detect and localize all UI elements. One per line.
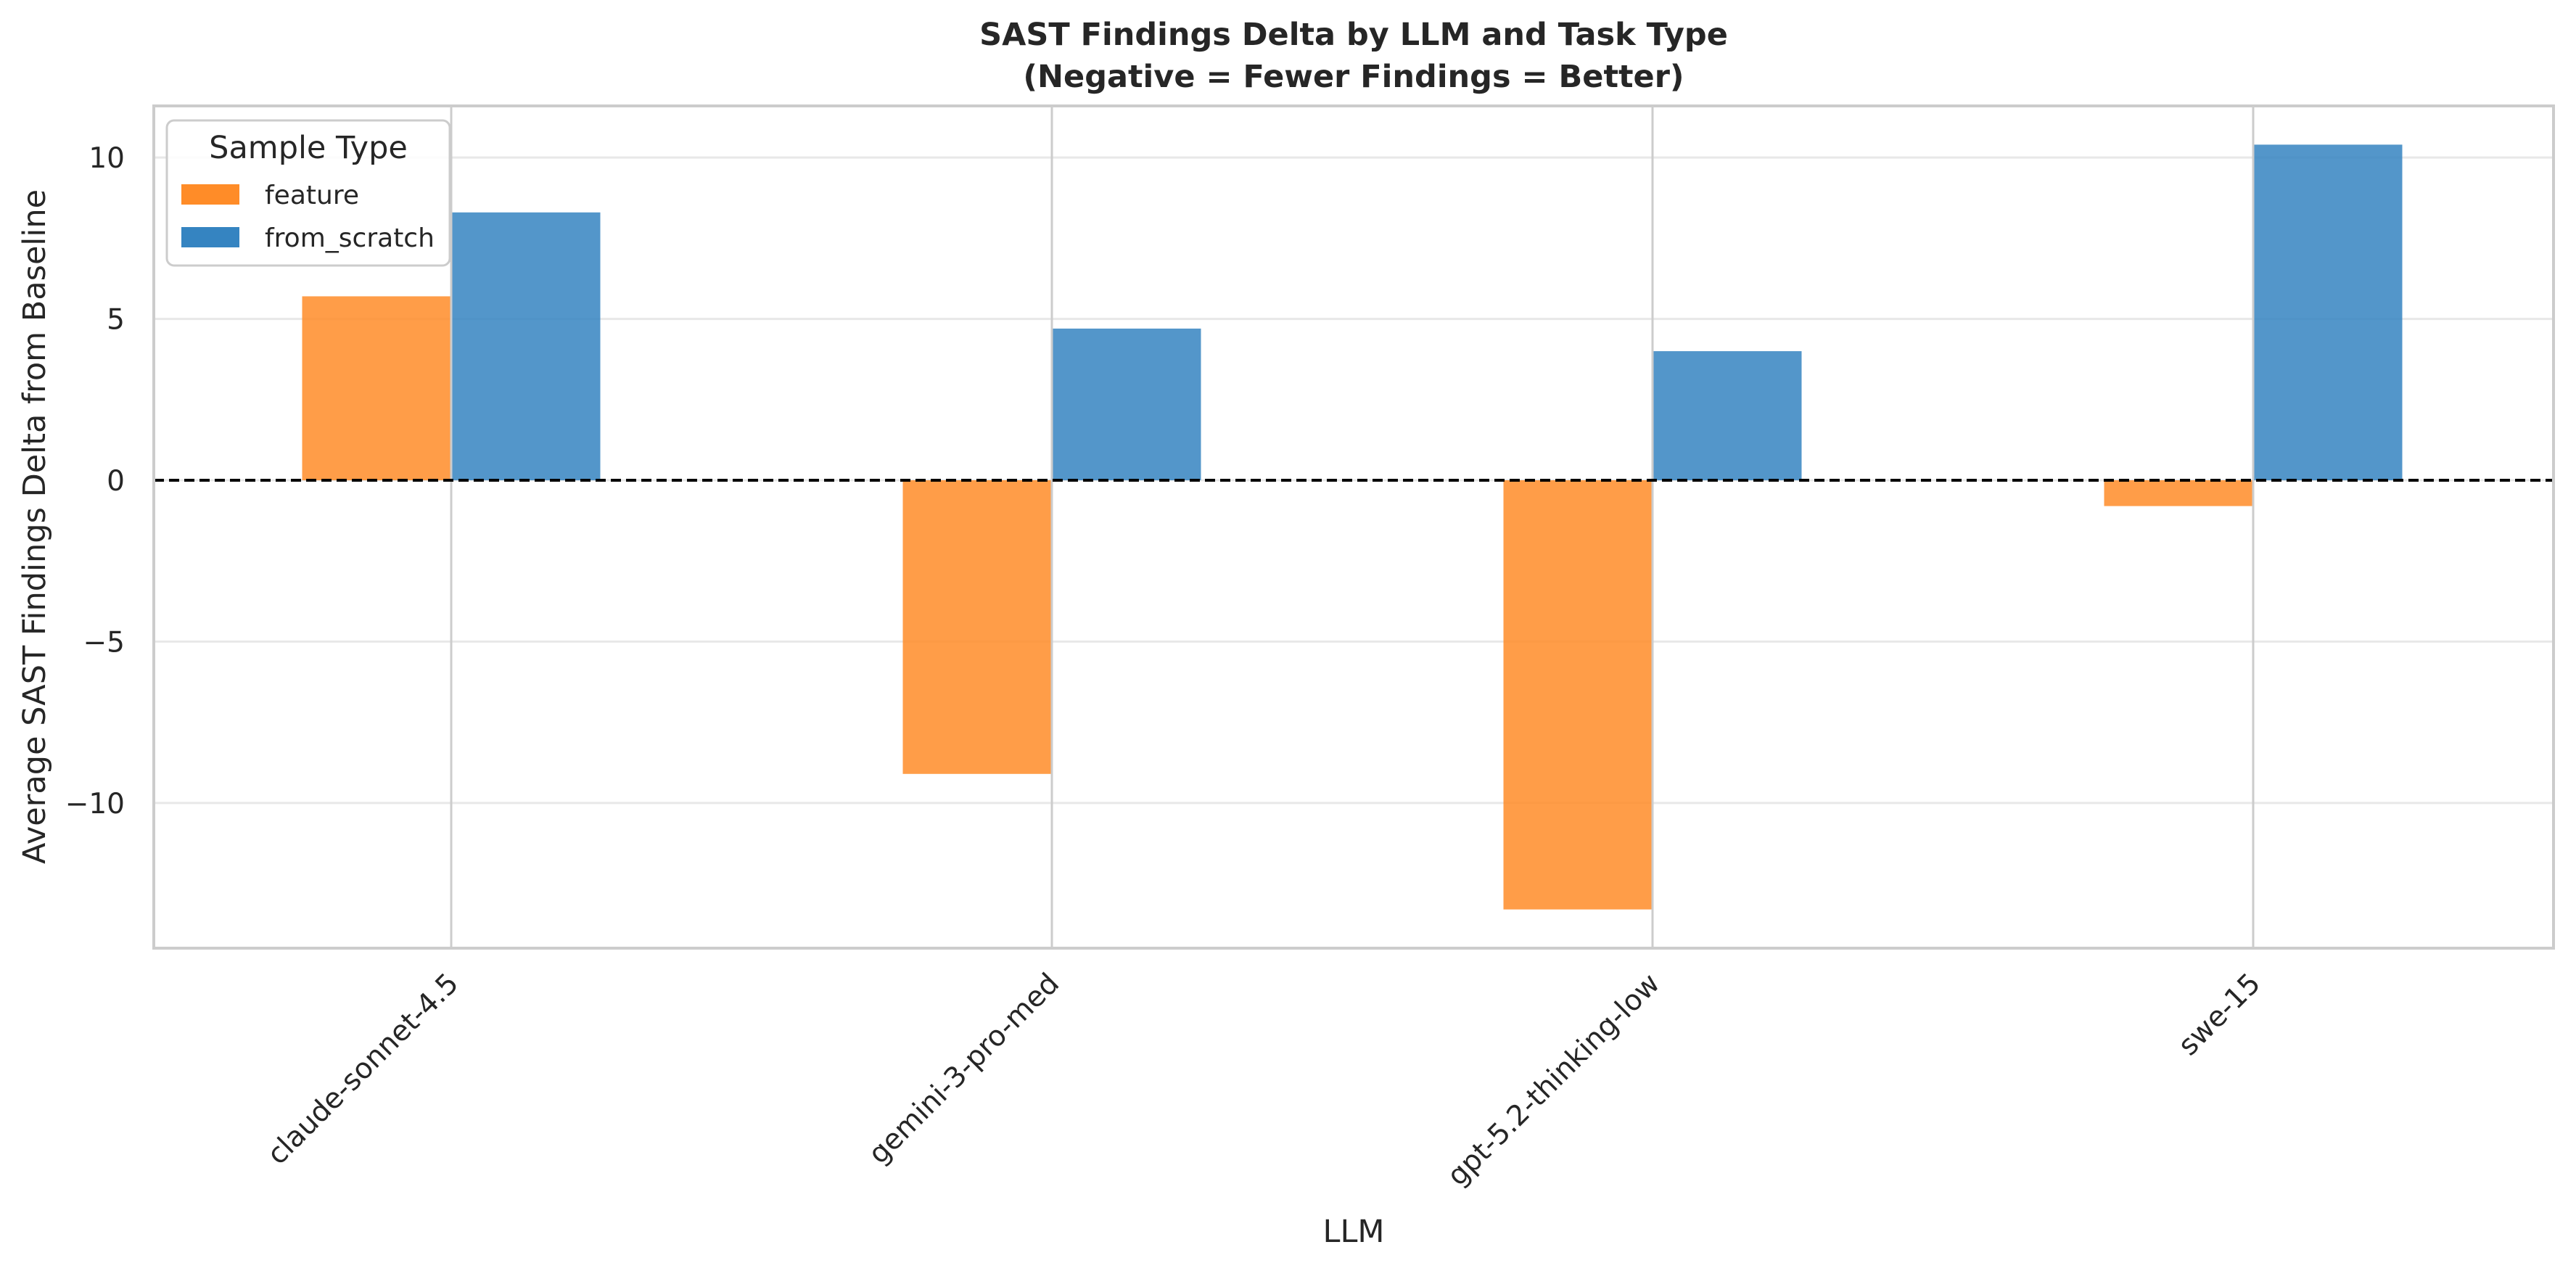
bar-from-scratch-0: [452, 212, 601, 480]
x-tick-label: gpt-5.2-thinking-low: [1441, 967, 1666, 1192]
bar-from-scratch-2: [1653, 351, 1802, 480]
legend-title: Sample Type: [209, 130, 408, 166]
legend-label-from-scratch: from_scratch: [265, 223, 435, 253]
plot-frame: [152, 104, 2555, 950]
chart-subtitle: (Negative = Fewer Findings = Better): [1023, 59, 1684, 95]
y-tick-label: 0: [107, 465, 125, 498]
y-tick-label: 10: [89, 142, 125, 175]
x-axis-label: LLM: [1322, 1214, 1384, 1250]
chart-title: SAST Findings Delta by LLM and Task Type: [979, 17, 1728, 53]
legend-swatch-feature: [181, 184, 239, 205]
y-tick-label: 5: [107, 304, 125, 337]
bar-feature-1: [902, 480, 1051, 774]
legend-label-feature: feature: [265, 181, 359, 210]
x-tick-label: gemini-3-pro-med: [863, 967, 1066, 1170]
bars: [302, 144, 2403, 910]
y-tick-label: −5: [83, 626, 125, 659]
legend-swatch-from-scratch: [181, 227, 239, 247]
bar-feature-2: [1503, 480, 1652, 910]
x-axis-ticks: claude-sonnet-4.5 gemini-3-pro-med gpt-5.2…: [261, 967, 2267, 1192]
x-tick-label: swe-15: [2172, 967, 2267, 1062]
bar-feature-3: [2104, 480, 2252, 506]
x-tick-label: claude-sonnet-4.5: [261, 967, 465, 1171]
bar-feature-0: [302, 296, 450, 480]
legend: Sample Type feature from_scratch: [165, 119, 451, 267]
bar-from-scratch-1: [1053, 328, 1201, 480]
bar-from-scratch-3: [2254, 144, 2403, 480]
y-axis-ticks: −10 −5 0 5 10: [65, 142, 125, 820]
y-axis-label: Average SAST Findings Delta from Baselin…: [17, 189, 53, 864]
y-tick-label: −10: [65, 788, 125, 820]
